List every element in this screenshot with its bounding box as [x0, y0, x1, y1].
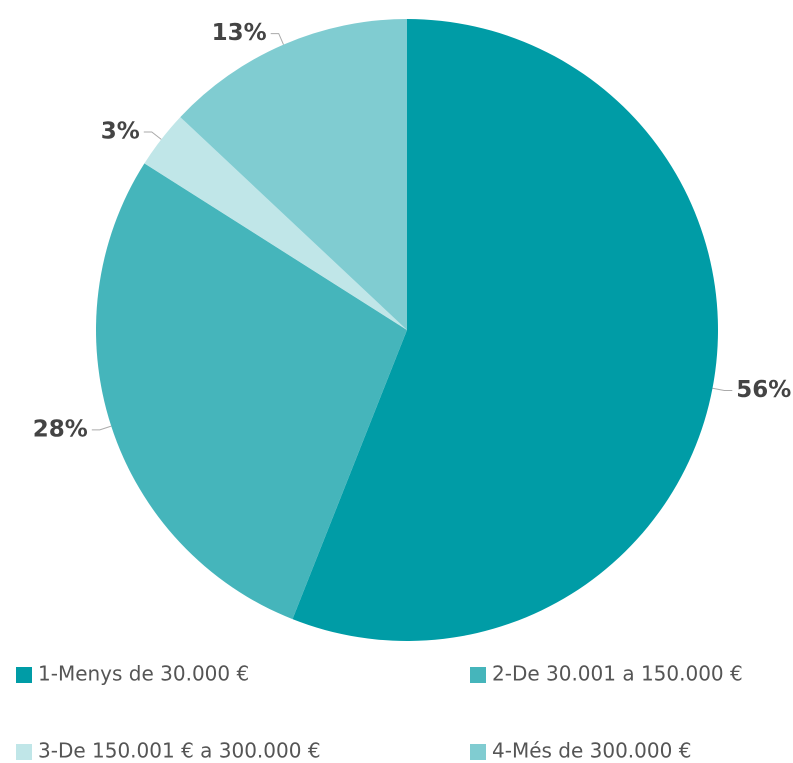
- value-label: 56%: [736, 377, 791, 403]
- legend-swatch: [16, 744, 32, 760]
- leader-line: [91, 425, 112, 431]
- legend-label: 3-De 150.001 € a 300.000 €: [38, 739, 321, 763]
- leader-line: [270, 33, 284, 45]
- legend-swatch: [470, 667, 486, 683]
- leader-line: [712, 387, 733, 392]
- pie-slice: [144, 117, 408, 330]
- leader-line: [143, 131, 162, 140]
- value-label: 28%: [33, 416, 88, 442]
- pie-slice: [180, 19, 407, 330]
- value-label: 13%: [212, 20, 267, 46]
- pie-slice: [292, 19, 719, 641]
- legend-label: 2-De 30.001 a 150.000 €: [492, 662, 743, 686]
- legend-label: 1-Menys de 30.000 €: [38, 662, 249, 686]
- value-label: 3%: [101, 119, 140, 145]
- legend-swatch: [470, 744, 486, 760]
- legend-swatch: [16, 667, 32, 683]
- pie-slice: [95, 163, 407, 620]
- legend-label: 4-Més de 300.000 €: [492, 739, 691, 763]
